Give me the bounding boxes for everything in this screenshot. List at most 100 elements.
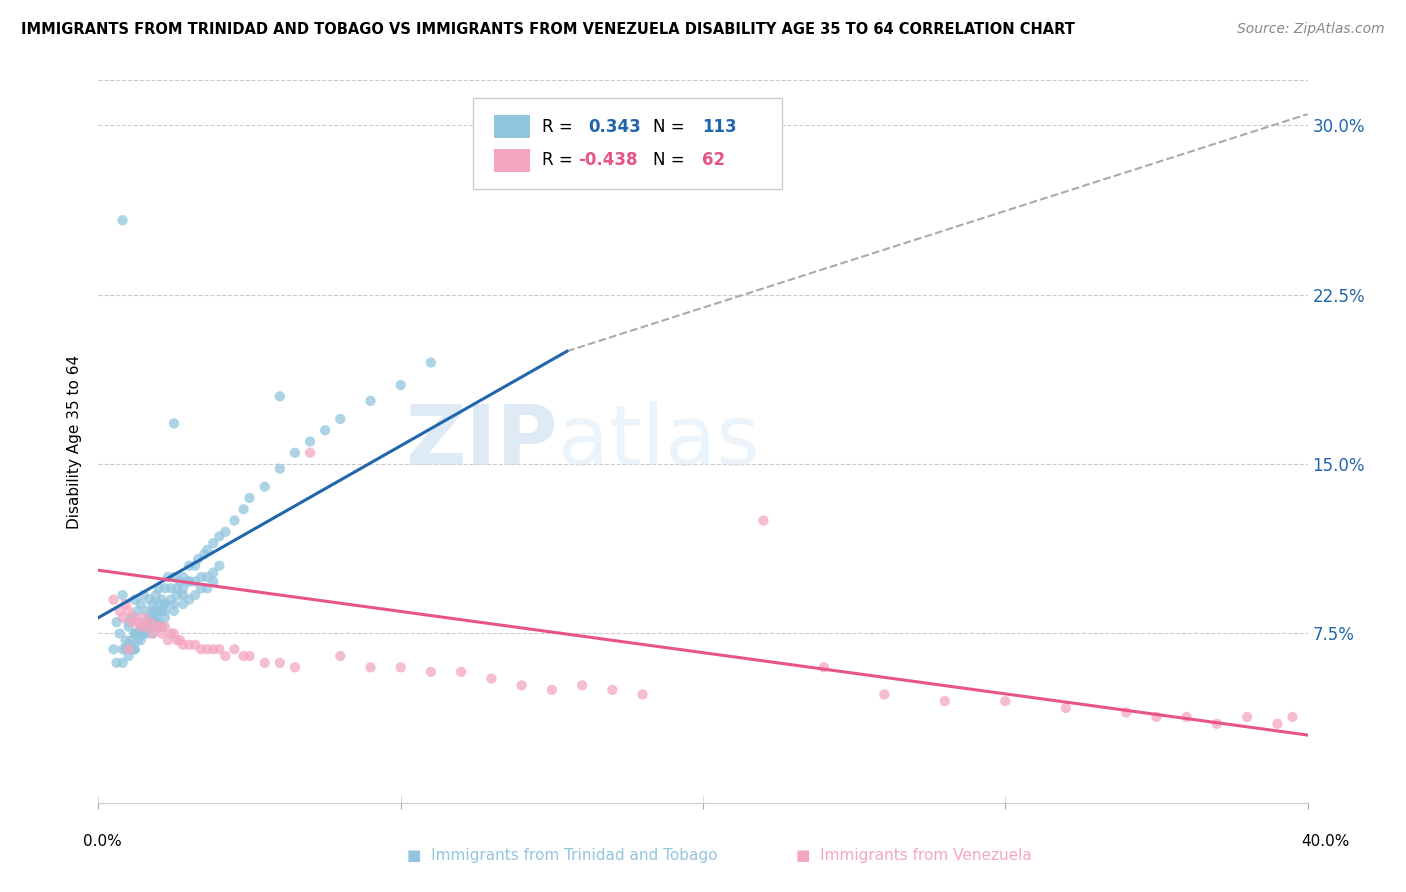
Point	[224, 642, 246, 657]
Point	[179, 574, 201, 589]
Point	[111, 656, 134, 670]
Point	[129, 620, 152, 634]
Point	[193, 548, 215, 562]
Point	[420, 665, 443, 679]
Point	[253, 480, 276, 494]
Point	[132, 620, 155, 634]
Point	[148, 604, 170, 618]
Point	[124, 626, 146, 640]
Point	[172, 597, 194, 611]
Point	[166, 633, 188, 648]
Point	[269, 461, 291, 475]
Point	[127, 604, 149, 618]
Point	[105, 615, 128, 630]
Point	[190, 582, 212, 596]
Point	[299, 434, 322, 449]
Point	[129, 620, 152, 634]
Point	[284, 660, 307, 674]
Point	[224, 514, 246, 528]
Text: N =: N =	[654, 152, 685, 169]
Text: 113: 113	[702, 118, 737, 136]
Point	[184, 558, 207, 573]
Point	[179, 558, 201, 573]
Point	[111, 213, 134, 227]
Point	[202, 566, 225, 580]
Point	[169, 574, 191, 589]
Point	[269, 656, 291, 670]
Point	[118, 638, 141, 652]
Text: -0.438: -0.438	[578, 152, 638, 169]
Point	[142, 626, 165, 640]
Point	[195, 642, 218, 657]
Point	[142, 610, 165, 624]
Point	[195, 570, 218, 584]
Point	[118, 604, 141, 618]
Point	[510, 678, 533, 692]
Point	[132, 610, 155, 624]
Point	[389, 660, 412, 674]
Point	[813, 660, 835, 674]
Point	[163, 604, 186, 618]
Point	[208, 558, 231, 573]
Text: R =: R =	[543, 152, 578, 169]
Point	[142, 626, 165, 640]
Point	[153, 610, 176, 624]
Point	[187, 552, 209, 566]
Point	[179, 574, 201, 589]
Text: 62: 62	[702, 152, 725, 169]
Point	[132, 626, 155, 640]
Point	[160, 592, 183, 607]
Point	[631, 687, 654, 701]
Point	[299, 446, 322, 460]
Point	[1281, 710, 1303, 724]
Point	[153, 597, 176, 611]
FancyBboxPatch shape	[494, 149, 530, 172]
Point	[169, 633, 191, 648]
Text: ZIP: ZIP	[405, 401, 558, 482]
Point	[1115, 706, 1137, 720]
Point	[184, 638, 207, 652]
Point	[121, 610, 143, 624]
Point	[150, 604, 173, 618]
Point	[129, 626, 152, 640]
Point	[163, 570, 186, 584]
Point	[121, 633, 143, 648]
Point	[135, 620, 157, 634]
Point	[153, 604, 176, 618]
Point	[132, 588, 155, 602]
Point	[994, 694, 1017, 708]
Point	[118, 615, 141, 630]
Point	[156, 633, 179, 648]
Point	[253, 656, 276, 670]
Point	[124, 626, 146, 640]
Point	[145, 620, 167, 634]
Point	[114, 642, 136, 657]
Point	[148, 604, 170, 618]
Point	[129, 633, 152, 648]
Point	[1236, 710, 1258, 724]
Point	[150, 626, 173, 640]
Point	[160, 582, 183, 596]
Point	[153, 582, 176, 596]
Text: R =: R =	[543, 118, 578, 136]
Point	[148, 615, 170, 630]
Point	[1267, 716, 1289, 731]
Point	[103, 592, 125, 607]
Text: 0.0%: 0.0%	[83, 834, 122, 849]
Point	[121, 615, 143, 630]
Point	[108, 604, 131, 618]
Point	[139, 615, 162, 630]
Point	[172, 638, 194, 652]
Point	[135, 604, 157, 618]
Point	[1175, 710, 1198, 724]
Point	[481, 119, 503, 133]
Point	[360, 393, 382, 408]
Point	[148, 620, 170, 634]
Point	[118, 642, 141, 657]
Point	[232, 502, 254, 516]
Point	[202, 536, 225, 550]
Point	[129, 597, 152, 611]
Point	[190, 570, 212, 584]
Text: N =: N =	[654, 118, 685, 136]
Point	[873, 687, 896, 701]
